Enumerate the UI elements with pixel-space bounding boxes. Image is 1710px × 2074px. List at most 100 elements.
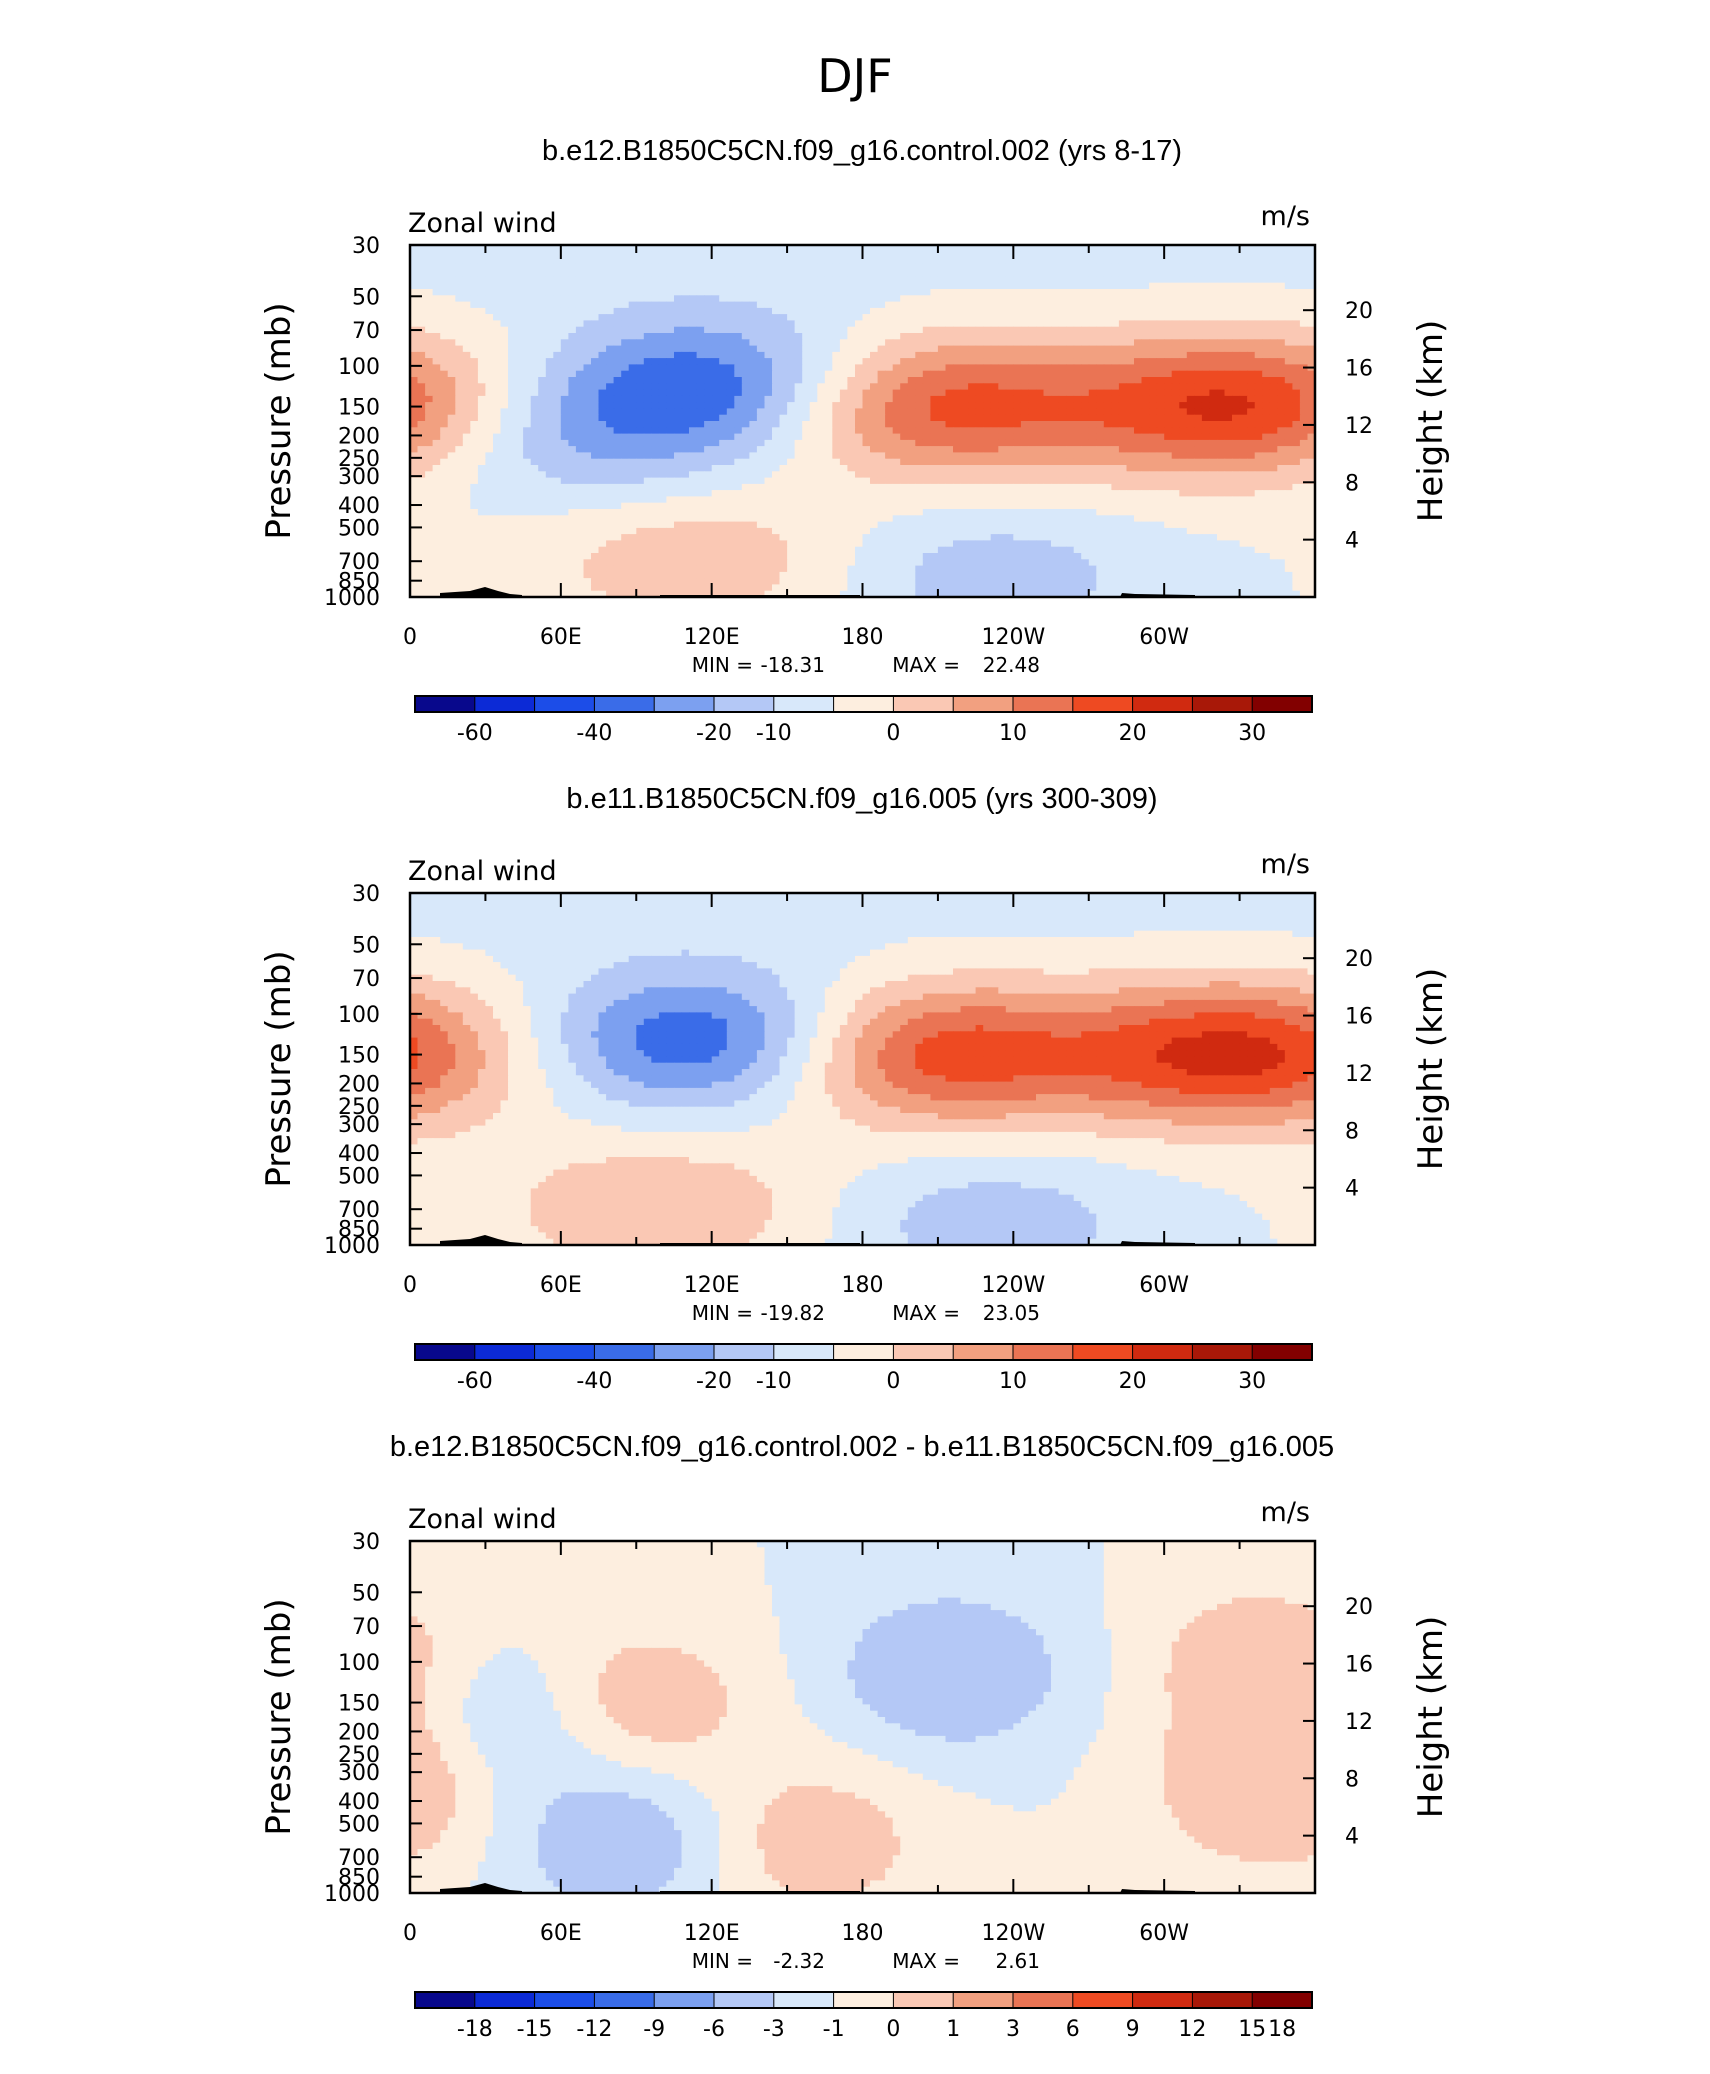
field-cell [493, 452, 502, 460]
field-cell [500, 351, 509, 359]
field-cell [726, 483, 735, 491]
field-cell [1118, 483, 1127, 491]
field-cell [1284, 251, 1293, 259]
field-cell [666, 496, 675, 504]
field-cell [462, 307, 471, 315]
field-cell [493, 433, 502, 441]
field-cell [1149, 402, 1158, 409]
field-cell [922, 345, 931, 353]
field-cell [1299, 483, 1308, 491]
field-cell [704, 439, 713, 447]
field-cell [658, 402, 667, 409]
field-cell [1103, 351, 1112, 359]
field-cell [666, 502, 675, 510]
field-cell [1134, 358, 1143, 365]
field-cell [1269, 439, 1278, 447]
field-cell [719, 257, 728, 265]
field-cell [960, 465, 969, 472]
field-cell [1005, 395, 1014, 403]
field-cell [953, 383, 962, 391]
field-cell [1096, 421, 1105, 428]
field-cell [1005, 289, 1014, 296]
field-cell [892, 307, 901, 315]
field-cell [1239, 490, 1248, 497]
field-cell [1126, 333, 1135, 340]
field-cell [1141, 326, 1150, 334]
field-cell [1209, 439, 1218, 447]
field-cell [1239, 377, 1248, 384]
field-cell [749, 370, 758, 378]
field-cell [598, 251, 607, 259]
field-cell [817, 402, 826, 409]
field-cell [425, 414, 434, 422]
field-cell [809, 414, 818, 422]
field-cell [734, 433, 743, 441]
field-cell [749, 439, 758, 447]
field-cell [417, 465, 426, 472]
field-cell [545, 383, 554, 391]
field-cell [1005, 439, 1014, 447]
field-cell [1028, 257, 1037, 265]
field-cell [583, 251, 592, 259]
field-cell [440, 251, 449, 259]
field-cell [1156, 483, 1165, 491]
field-cell [915, 276, 924, 284]
field-cell [1020, 433, 1029, 441]
field-cell [1284, 270, 1293, 277]
field-cell [447, 245, 456, 252]
field-cell [1020, 490, 1029, 497]
field-cell [1058, 326, 1067, 334]
field-cell [1299, 383, 1308, 391]
field-cell [772, 351, 781, 359]
field-cell [1277, 477, 1286, 485]
field-cell [1149, 458, 1158, 466]
field-cell [756, 408, 765, 416]
field-cell [877, 333, 886, 340]
field-cell [1239, 427, 1248, 435]
field-cell [1118, 251, 1127, 259]
field-cell [575, 245, 584, 252]
field-cell [425, 483, 434, 491]
field-cell [583, 307, 592, 315]
field-cell [1043, 471, 1052, 479]
field-cell [493, 263, 502, 271]
field-cell [477, 389, 486, 397]
field-cell [432, 257, 441, 265]
field-cell [651, 282, 660, 290]
field-cell [553, 314, 562, 321]
field-cell [1036, 270, 1045, 277]
field-cell [568, 339, 577, 347]
field-cell [1217, 465, 1226, 472]
field-cell [1194, 257, 1203, 265]
field-cell [719, 339, 728, 347]
field-cell [455, 383, 464, 391]
field-cell [711, 452, 720, 460]
field-cell [1149, 276, 1158, 284]
field-cell [545, 345, 554, 353]
field-cell [1224, 314, 1233, 321]
field-cell [809, 477, 818, 485]
field-cell [1156, 307, 1165, 315]
field-cell [485, 301, 494, 309]
field-cell [1292, 251, 1301, 259]
field-cell [900, 289, 909, 296]
field-cell [575, 345, 584, 353]
field-cell [1239, 245, 1248, 252]
field-cell [658, 452, 667, 460]
field-cell [651, 377, 660, 384]
field-cell [1020, 307, 1029, 315]
field-cell [1066, 471, 1075, 479]
field-cell [734, 421, 743, 428]
field-cell [523, 270, 532, 277]
field-cell [855, 439, 864, 447]
field-cell [500, 395, 509, 403]
field-cell [1020, 402, 1029, 409]
field-cell [583, 446, 592, 453]
field-cell [990, 345, 999, 353]
field-cell [583, 257, 592, 265]
field-cell [915, 295, 924, 303]
field-cell [1239, 496, 1248, 504]
field-cell [523, 301, 532, 309]
field-cell [756, 257, 765, 265]
field-cell [922, 270, 931, 277]
